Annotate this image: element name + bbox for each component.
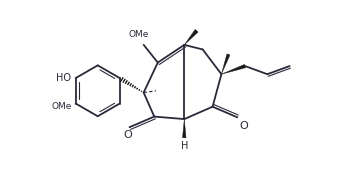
Polygon shape (184, 29, 198, 45)
Text: O: O (240, 121, 248, 131)
Polygon shape (183, 119, 186, 138)
Text: O: O (123, 130, 132, 140)
Text: HO: HO (57, 73, 72, 83)
Text: OMe: OMe (129, 30, 149, 39)
Polygon shape (221, 54, 230, 74)
Polygon shape (221, 64, 246, 74)
Text: H: H (181, 141, 188, 151)
Text: OMe: OMe (51, 102, 72, 111)
